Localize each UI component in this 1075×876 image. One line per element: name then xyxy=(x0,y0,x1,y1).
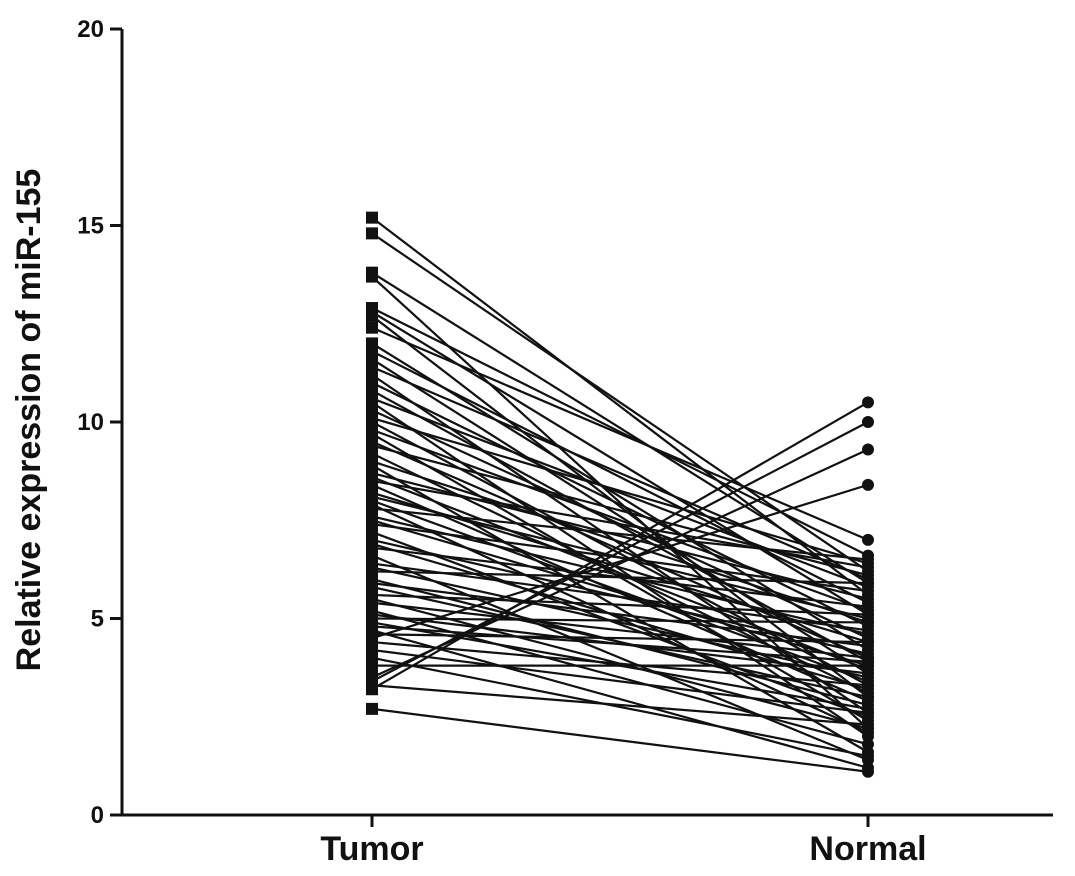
pair-line-35 xyxy=(371,507,869,561)
pair-line-27 xyxy=(371,472,869,600)
axes: 0 5 10 15 20 xyxy=(77,16,1053,829)
pair-line-68 xyxy=(371,401,869,691)
normal-point-68 xyxy=(862,396,874,409)
pair-line-2 xyxy=(371,271,869,585)
y-axis-title: Relative expression of miR-155 xyxy=(10,169,48,672)
pair-line-18 xyxy=(371,417,869,565)
normal-point-65 xyxy=(862,443,874,456)
normal-point-35 xyxy=(862,553,874,566)
normal-point-55 xyxy=(862,616,874,629)
pair-line-65 xyxy=(371,448,869,679)
normal-point-59 xyxy=(862,636,874,649)
tumor-point-64 xyxy=(366,659,378,672)
normal-point-62 xyxy=(862,706,874,719)
pair-line-66 xyxy=(371,421,869,683)
pair-line-26 xyxy=(371,464,869,754)
x-category-label-normal: Normal xyxy=(809,830,926,868)
pair-line-12 xyxy=(371,373,869,714)
pair-line-15 xyxy=(371,397,869,589)
pair-line-33 xyxy=(371,499,869,683)
pair-line-11 xyxy=(371,365,869,581)
pair-line-46 xyxy=(371,570,869,585)
pair-line-9 xyxy=(371,350,869,604)
normal-point-49 xyxy=(862,691,874,704)
normal-point-63 xyxy=(862,750,874,763)
normal-point-7 xyxy=(862,533,874,546)
y-tick-label-15: 15 xyxy=(77,213,104,240)
normal-point-61 xyxy=(862,679,874,692)
tumor-point-69 xyxy=(366,702,378,715)
normal-point-67 xyxy=(862,718,874,731)
pair-line-62 xyxy=(371,648,869,714)
tumor-point-1 xyxy=(366,227,378,240)
y-tick-label-20: 20 xyxy=(77,16,104,43)
pair-line-63 xyxy=(371,656,869,758)
pair-line-45 xyxy=(371,566,869,679)
x-category-label-tumor: Tumor xyxy=(320,830,423,868)
pair-line-6 xyxy=(371,315,869,698)
tumor-point-68 xyxy=(366,683,378,696)
pair-line-25 xyxy=(371,460,869,624)
pair-line-60 xyxy=(371,483,869,640)
pair-line-48 xyxy=(371,582,869,648)
pair-line-44 xyxy=(371,562,869,632)
pair-line-55 xyxy=(371,617,869,624)
normal-point-69 xyxy=(862,765,874,778)
pair-line-61 xyxy=(371,640,869,687)
pair-line-58 xyxy=(371,629,869,769)
pair-line-59 xyxy=(371,633,869,644)
normal-point-60 xyxy=(862,478,874,491)
y-tick-label-0: 0 xyxy=(91,802,104,829)
tumor-point-6 xyxy=(366,309,378,322)
tumor-point-0 xyxy=(366,211,378,224)
y-tick-label-10: 10 xyxy=(77,409,104,436)
pair-line-43 xyxy=(371,554,869,761)
paired-series xyxy=(366,211,874,778)
pair-line-38 xyxy=(371,523,869,593)
pair-line-7 xyxy=(371,326,869,541)
y-tick-label-5: 5 xyxy=(91,606,104,633)
normal-point-53 xyxy=(862,738,874,751)
normal-point-66 xyxy=(862,416,874,428)
pair-line-16 xyxy=(371,401,869,738)
pair-line-69 xyxy=(371,707,869,773)
pair-line-50 xyxy=(371,593,869,616)
tumor-point-35 xyxy=(366,502,378,515)
normal-point-46 xyxy=(862,577,874,590)
tumor-point-3 xyxy=(366,270,378,283)
pair-line-4 xyxy=(371,307,869,557)
pair-line-57 xyxy=(371,625,869,663)
pair-line-29 xyxy=(371,479,869,569)
pair-line-67 xyxy=(371,684,869,726)
normal-point-64 xyxy=(862,659,874,672)
pair-line-39 xyxy=(371,531,869,718)
pair-line-13 xyxy=(371,381,869,628)
pair-line-28 xyxy=(371,475,869,671)
tumor-point-7 xyxy=(366,321,378,334)
